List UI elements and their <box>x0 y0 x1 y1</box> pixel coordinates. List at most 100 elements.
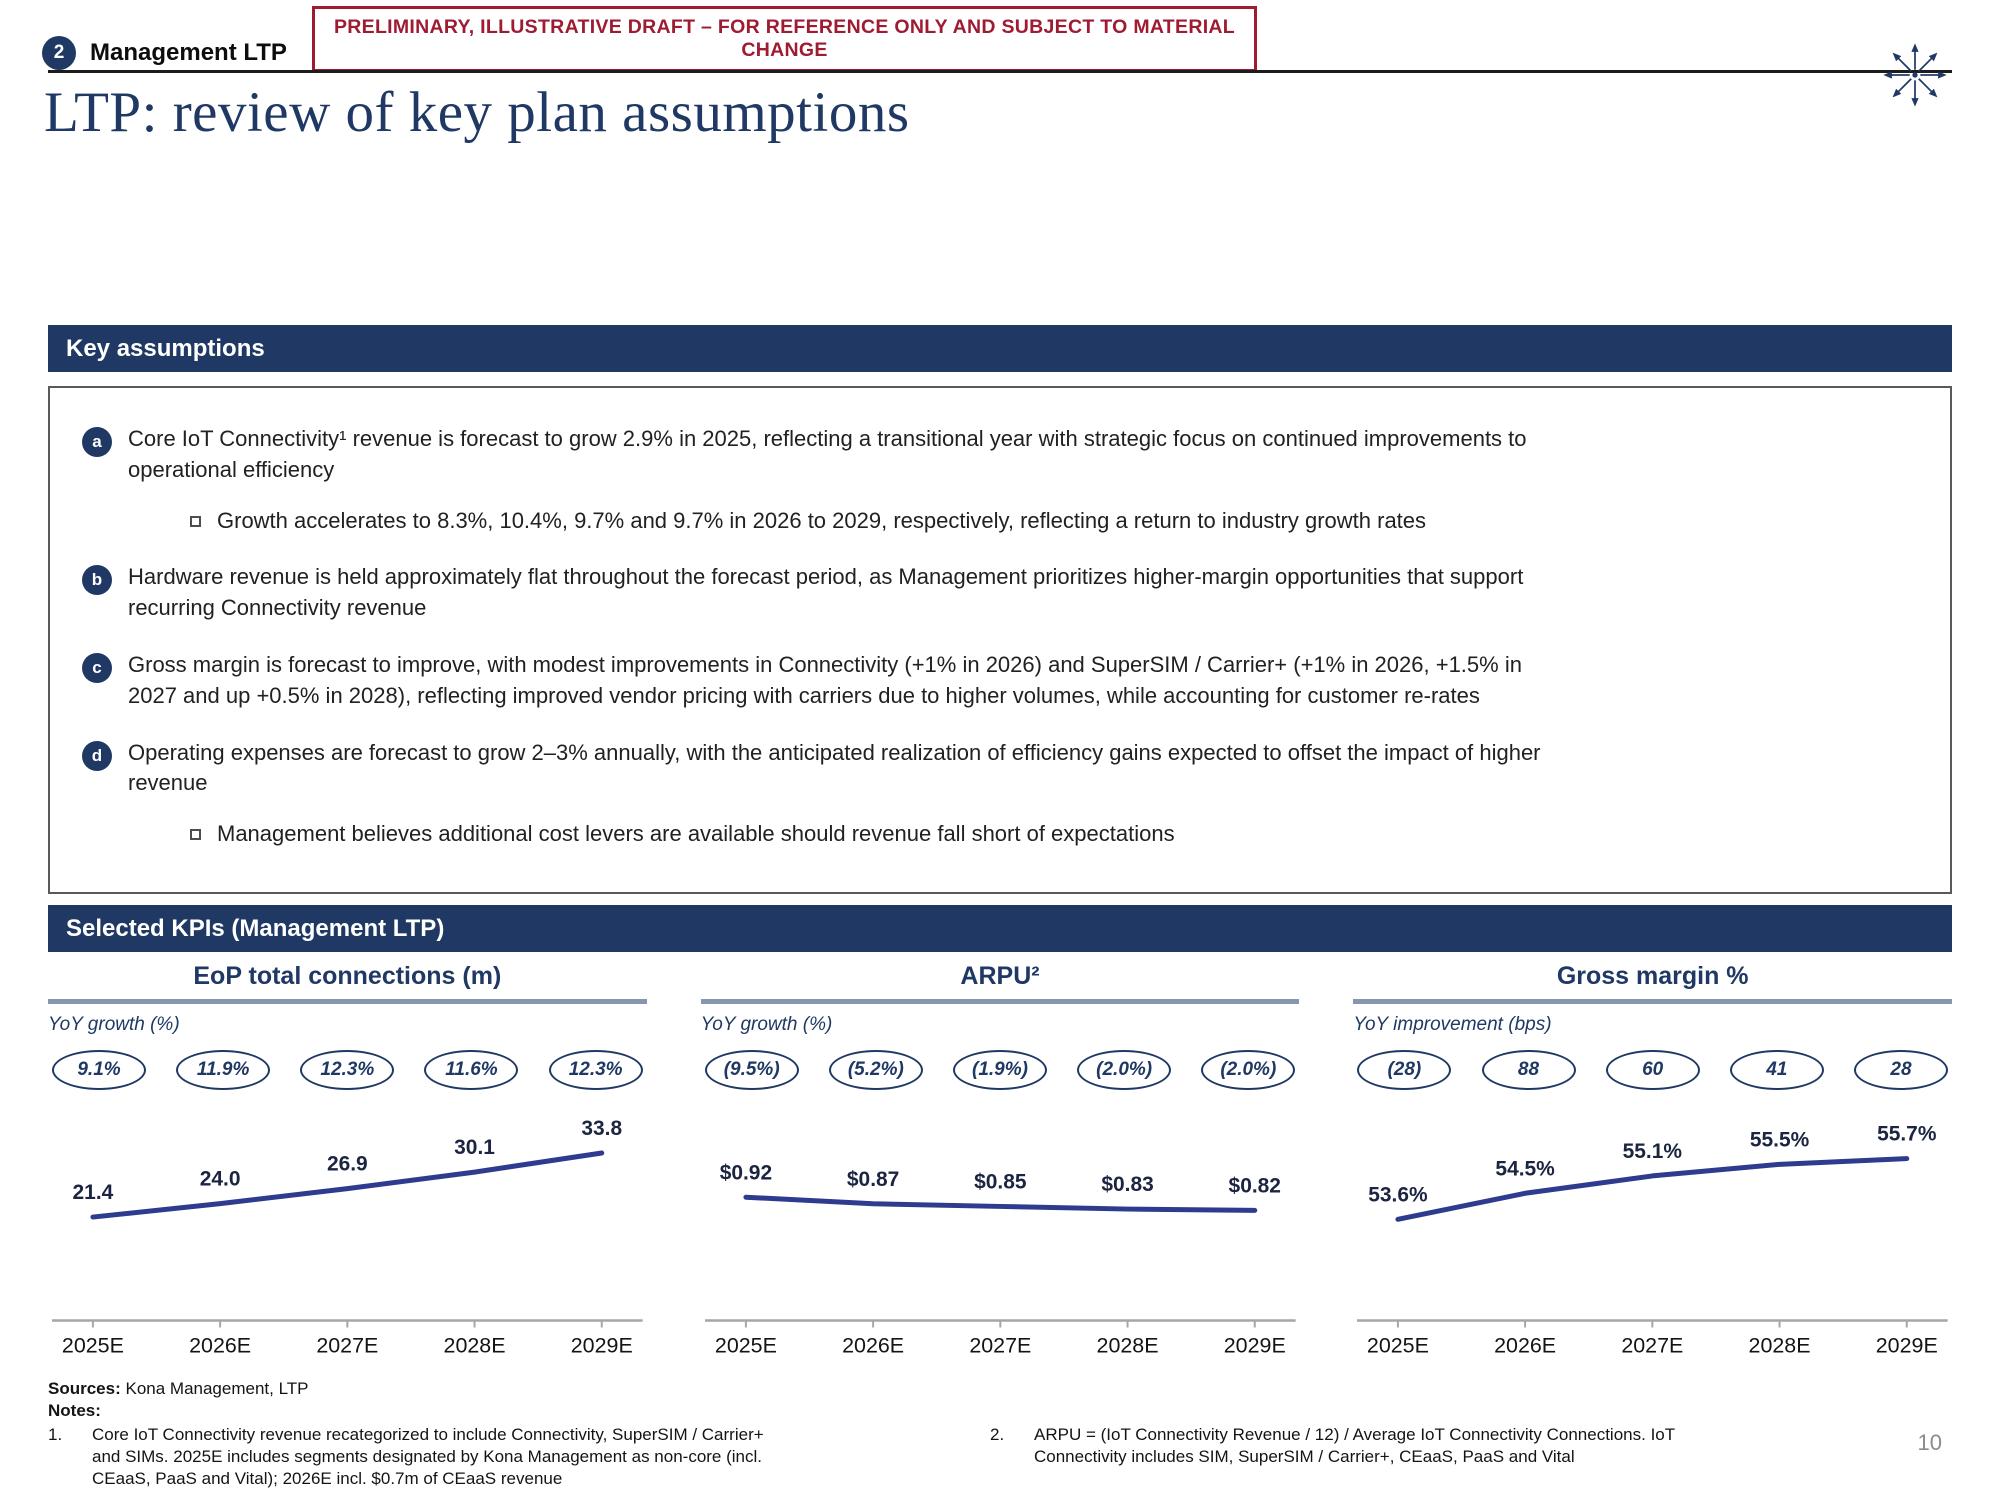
svg-text:55.7%: 55.7% <box>1877 1123 1937 1146</box>
key-assumptions-header: Key assumptions <box>48 325 1952 372</box>
section-label: Management LTP <box>90 39 287 66</box>
chart-title: Gross margin % <box>1353 962 1953 1004</box>
badge-row: 9.1% 11.9% 12.3% 11.6% 12.3% <box>48 1050 647 1090</box>
notes-label: Notes: <box>48 1401 101 1421</box>
svg-text:$0.82: $0.82 <box>1228 1174 1280 1197</box>
assumption-text: Core IoT Connectivity¹ revenue is foreca… <box>128 426 1527 482</box>
svg-text:$0.92: $0.92 <box>719 1161 771 1184</box>
assumption-marker-icon: a <box>82 427 112 457</box>
yoy-badge: (5.2%) <box>828 1050 923 1090</box>
svg-text:$0.83: $0.83 <box>1101 1173 1153 1196</box>
square-bullet-icon <box>190 515 201 527</box>
chart-gross-margin: Gross margin % YoY improvement (bps) (28… <box>1353 962 1953 1360</box>
yoy-badge: 88 <box>1481 1050 1576 1090</box>
assumption-item-a: a Core IoT Connectivity¹ revenue is fore… <box>82 424 1914 486</box>
svg-text:53.6%: 53.6% <box>1369 1183 1429 1206</box>
footnote-number: 2. <box>990 1425 1005 1445</box>
notes-row: 1. Core IoT Connectivity revenue recateg… <box>48 1424 1952 1490</box>
assumption-sub-text: Management believes additional cost leve… <box>217 821 1175 847</box>
yoy-badge: (1.9%) <box>952 1050 1047 1090</box>
svg-text:24.0: 24.0 <box>200 1168 241 1191</box>
svg-text:2029E: 2029E <box>1876 1333 1938 1357</box>
yoy-badge: (9.5%) <box>704 1050 799 1090</box>
chart-subtitle: YoY improvement (bps) <box>1353 1014 1552 1035</box>
header-divider <box>48 70 1952 73</box>
footer: Sources: Kona Management, LTP Notes: 1. … <box>48 1378 1952 1490</box>
svg-text:55.1%: 55.1% <box>1623 1140 1683 1163</box>
section-header-row: 2 Management LTP <box>42 36 287 70</box>
footnote-number: 1. <box>48 1425 63 1445</box>
svg-text:54.5%: 54.5% <box>1496 1157 1556 1180</box>
svg-text:2026E: 2026E <box>842 1333 904 1357</box>
svg-text:2025E: 2025E <box>1367 1333 1429 1357</box>
svg-text:2026E: 2026E <box>189 1333 251 1357</box>
svg-text:2027E: 2027E <box>1622 1333 1684 1357</box>
yoy-badge: 41 <box>1729 1050 1824 1090</box>
svg-text:21.4: 21.4 <box>73 1181 114 1204</box>
svg-text:2029E: 2029E <box>1223 1333 1285 1357</box>
svg-text:2027E: 2027E <box>969 1333 1031 1357</box>
badge-row: (9.5%) (5.2%) (1.9%) (2.0%) (2.0%) <box>701 1050 1300 1090</box>
chart-title: ARPU² <box>700 962 1300 1004</box>
square-bullet-icon <box>190 829 201 841</box>
svg-text:$0.87: $0.87 <box>847 1168 899 1191</box>
yoy-badge: 28 <box>1853 1050 1948 1090</box>
svg-text:2027E: 2027E <box>316 1333 378 1357</box>
yoy-badge: 60 <box>1605 1050 1700 1090</box>
kpi-line-chart: $0.92 $0.87 $0.85 $0.83 $0.82 2025E 2026E 2027E… <box>704 1161 1296 1357</box>
svg-text:2028E: 2028E <box>444 1333 506 1357</box>
footnote-2: 2. ARPU = (IoT Connectivity Revenue / 12… <box>990 1424 1684 1490</box>
badge-row: (28) 88 60 41 28 <box>1353 1050 1952 1090</box>
company-logo-icon <box>1883 43 1947 107</box>
key-assumptions-box: a Core IoT Connectivity¹ revenue is fore… <box>48 386 1952 894</box>
chart-title: EoP total connections (m) <box>48 962 647 1004</box>
svg-text:33.8: 33.8 <box>581 1117 622 1140</box>
page-title: LTP: review of key plan assumptions <box>44 81 910 144</box>
assumption-marker-icon: d <box>82 740 112 771</box>
footnote-text: Core IoT Connectivity revenue recategori… <box>92 1425 764 1489</box>
svg-text:26.9: 26.9 <box>327 1153 368 1176</box>
yoy-badge: (2.0%) <box>1077 1050 1172 1090</box>
yoy-badge: 12.3% <box>300 1050 395 1090</box>
yoy-badge: 11.9% <box>176 1050 271 1090</box>
yoy-badge: 11.6% <box>424 1050 519 1090</box>
assumption-sub-item: Growth accelerates to 8.3%, 10.4%, 9.7% … <box>190 506 1914 537</box>
kpi-line-chart: 21.4 24.0 26.9 30.1 33.8 2025E 2026E 2027E 2028E… <box>51 1117 643 1357</box>
assumption-text: Hardware revenue is held approximately f… <box>128 564 1524 621</box>
yoy-badge: 12.3% <box>548 1050 643 1090</box>
svg-text:30.1: 30.1 <box>454 1136 495 1159</box>
svg-text:2026E: 2026E <box>1494 1333 1556 1357</box>
svg-text:2029E: 2029E <box>571 1333 633 1357</box>
yoy-badge: 9.1% <box>52 1050 146 1090</box>
svg-text:$0.85: $0.85 <box>974 1170 1027 1193</box>
preliminary-banner: PRELIMINARY, ILLUSTRATIVE DRAFT – FOR RE… <box>312 6 1257 72</box>
svg-text:2025E: 2025E <box>62 1333 124 1357</box>
assumption-sub-text: Growth accelerates to 8.3%, 10.4%, 9.7% … <box>217 507 1427 533</box>
kpi-charts-row: EoP total connections (m) YoY growth (%)… <box>48 962 1953 1360</box>
preliminary-banner-text: PRELIMINARY, ILLUSTRATIVE DRAFT – FOR RE… <box>333 16 1236 61</box>
svg-text:2025E: 2025E <box>715 1333 777 1357</box>
sources-label: Sources: <box>48 1379 121 1398</box>
assumption-marker-icon: c <box>82 652 112 683</box>
section-number-badge: 2 <box>42 36 76 70</box>
assumption-text: Gross margin is forecast to improve, wit… <box>128 651 1522 708</box>
svg-text:55.5%: 55.5% <box>1750 1128 1810 1151</box>
assumption-item-b: b Hardware revenue is held approximately… <box>82 562 1914 624</box>
chart-subtitle: YoY growth (%) <box>48 1014 180 1035</box>
kpi-line-chart: 53.6% 54.5% 55.1% 55.5% 55.7% 2025E 2026E 2027E… <box>1357 1123 1949 1357</box>
assumption-item-c: c Gross margin is forecast to improve, w… <box>82 650 1914 712</box>
svg-text:2028E: 2028E <box>1096 1333 1158 1357</box>
assumption-sub-item: Management believes additional cost leve… <box>190 819 1914 850</box>
page-number: 10 <box>1917 1430 1942 1455</box>
chart-eop-connections: EoP total connections (m) YoY growth (%)… <box>48 962 647 1360</box>
footnote-text: ARPU = (IoT Connectivity Revenue / 12) /… <box>1034 1425 1675 1467</box>
assumption-item-d: d Operating expenses are forecast to gro… <box>82 738 1914 800</box>
footnote-1: 1. Core IoT Connectivity revenue recateg… <box>48 1424 792 1490</box>
svg-text:2028E: 2028E <box>1749 1333 1811 1357</box>
selected-kpis-header: Selected KPIs (Management LTP) <box>48 905 1952 952</box>
chart-arpu: ARPU² YoY growth (%) (9.5%) (5.2%) (1.9%)(… <box>700 962 1300 1360</box>
assumption-text: Operating expenses are forecast to grow … <box>128 739 1541 796</box>
sources-line: Sources: Kona Management, LTP <box>48 1378 1952 1400</box>
assumption-marker-icon: b <box>82 565 112 596</box>
